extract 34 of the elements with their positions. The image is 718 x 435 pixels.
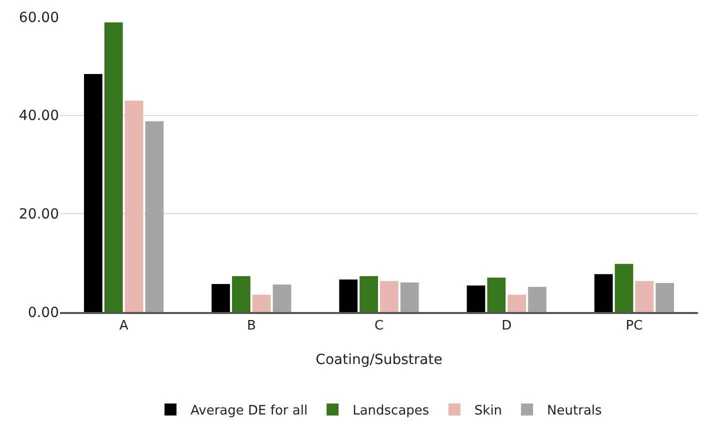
bar: [635, 281, 654, 312]
bar: [528, 286, 546, 312]
x-axis-title: Coating/Substrate: [316, 352, 442, 368]
x-tick-label: PC: [626, 318, 643, 334]
bar: [212, 284, 230, 312]
y-tick-label: 20.00: [18, 206, 59, 223]
legend-label: Skin: [474, 404, 502, 419]
bar: [656, 282, 674, 312]
legend-label: Average DE for all: [190, 404, 308, 419]
bar: [145, 121, 164, 312]
x-tick-label: C: [374, 318, 384, 334]
legend-label: Landscapes: [352, 404, 430, 419]
bar: [124, 100, 144, 312]
y-tick-label: 60.00: [18, 10, 59, 26]
bar: [104, 22, 123, 312]
bar: [400, 282, 419, 312]
bar: [232, 276, 250, 312]
bar: [466, 285, 486, 312]
x-tick-label: B: [246, 318, 256, 334]
bar: [339, 280, 358, 312]
bar: [252, 294, 271, 312]
bar: [272, 284, 292, 312]
bar: [508, 294, 526, 312]
x-tick-label: D: [502, 318, 512, 334]
bar: [380, 281, 398, 312]
bar: [84, 74, 102, 312]
bar: [487, 278, 506, 312]
bar: [594, 274, 613, 312]
x-tick-label: A: [119, 318, 128, 334]
legend-label: Neutrals: [547, 404, 602, 419]
y-tick-label: 0.00: [28, 304, 59, 321]
bar: [614, 264, 634, 312]
y-tick-label: 40.00: [18, 108, 59, 124]
bar: [360, 276, 378, 312]
